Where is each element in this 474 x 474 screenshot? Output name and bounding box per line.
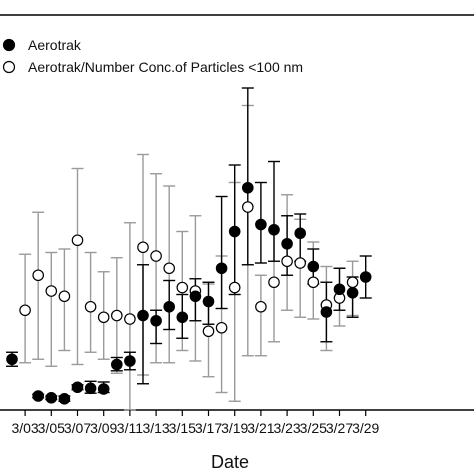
aerotrak-ratio-point (71, 234, 84, 247)
x-tick-label: 3/27 (326, 420, 353, 436)
open-series-errorbars (19, 104, 359, 411)
aerotrak-ratio-point (111, 309, 123, 322)
aerotrak-ratio-point (346, 276, 359, 289)
aerotrak-ratio-point (202, 325, 215, 338)
legend-label-aerotrak: Aerotrak (28, 37, 82, 53)
aerotrak-ratio-point (124, 313, 136, 325)
aerotrak-ratio-point (242, 201, 254, 213)
x-tick-label: 3/15 (169, 420, 196, 436)
x-axis-ticks: 3/033/053/073/09 3/11 3/133/153/173/193/21… (11, 410, 380, 436)
aerotrak-point (84, 382, 97, 395)
aerotrak-ratio-point (45, 285, 58, 297)
aerotrak-point (6, 353, 18, 366)
x-tick-label: 3/03 (11, 420, 38, 436)
aerotrak-point (333, 283, 346, 296)
aerotrak-ratio-point (215, 321, 228, 334)
aerotrak-ratio-point (268, 276, 280, 289)
aerotrak-point (137, 309, 149, 322)
aerotrak-ratio-point (32, 269, 44, 282)
aerotrak-ratio-point (281, 255, 293, 268)
aerotrak-point (268, 223, 280, 236)
aerotrak-ratio-point (255, 300, 267, 313)
aerotrak-point (202, 295, 215, 308)
aerotrak-point (359, 271, 372, 283)
aerotrak-point (281, 237, 293, 250)
aerotrak-point (242, 181, 254, 194)
aerotrak-ratio-point (19, 304, 31, 317)
data-markers (6, 181, 372, 405)
aerotrak-ratio-point (176, 281, 189, 294)
aerotrak-ratio-point (307, 276, 320, 289)
aerotrak-point (71, 381, 84, 394)
x-tick-label: 3/23 (273, 420, 300, 436)
aerotrak-point (189, 290, 202, 303)
aerotrak-point (307, 260, 320, 273)
x-tick-label: 3/09 (90, 420, 117, 436)
aerotrak-point (228, 225, 241, 238)
legend-label-aerotrak-ratio: Aerotrak/Number Conc.of Particles <100 n… (28, 59, 303, 75)
aerotrak-ratio-point (58, 290, 71, 303)
aerotrak-point (58, 392, 71, 405)
legend: Aerotrak Aerotrak/Number Conc.of Particl… (2, 37, 303, 75)
aerotrak-point (215, 262, 228, 275)
legend-marker-filled (2, 38, 16, 52)
x-tick-label: 3/07 (64, 420, 91, 436)
aerotrak-point (32, 390, 44, 402)
aerotrak-ratio-point (163, 262, 175, 275)
x-tick-label: 3/19 (221, 420, 248, 436)
aerotrak-ratio-point (228, 281, 241, 294)
aerotrak-point (320, 306, 333, 318)
legend-marker-open (2, 60, 16, 74)
x-axis-title: Date (211, 452, 249, 472)
x-tick-label: 3/29 (352, 420, 379, 436)
aerotrak-ratio-point (97, 311, 110, 324)
x-tick-label: 3/25 (300, 420, 327, 436)
aerotrak-point (97, 383, 110, 395)
aerotrak-point (346, 286, 359, 299)
plot-frame (0, 14, 474, 411)
aerotrak-point (255, 218, 267, 231)
aerotrak-point (45, 391, 58, 404)
aerotrak-point (163, 300, 175, 313)
aerotrak-point (150, 314, 162, 327)
x-tick-label: 3/13 (142, 420, 169, 436)
aerotrak-ratio-point (294, 257, 306, 269)
aerotrak-point (176, 311, 189, 324)
aerotrak-ratio-point (84, 300, 97, 313)
x-tick-label: 3/11 (117, 420, 143, 436)
filled-series-errorbars (6, 87, 372, 402)
aerotrak-point (294, 227, 306, 240)
aerotrak-ratio-point (137, 241, 149, 254)
aerotrak-point (111, 358, 123, 371)
aerotrak-ratio-point (150, 250, 162, 262)
x-tick-label: 3/17 (195, 420, 222, 436)
x-tick-label: 3/21 (247, 420, 274, 436)
aerotrak-point (124, 355, 136, 367)
x-tick-label: 3/05 (38, 420, 65, 436)
